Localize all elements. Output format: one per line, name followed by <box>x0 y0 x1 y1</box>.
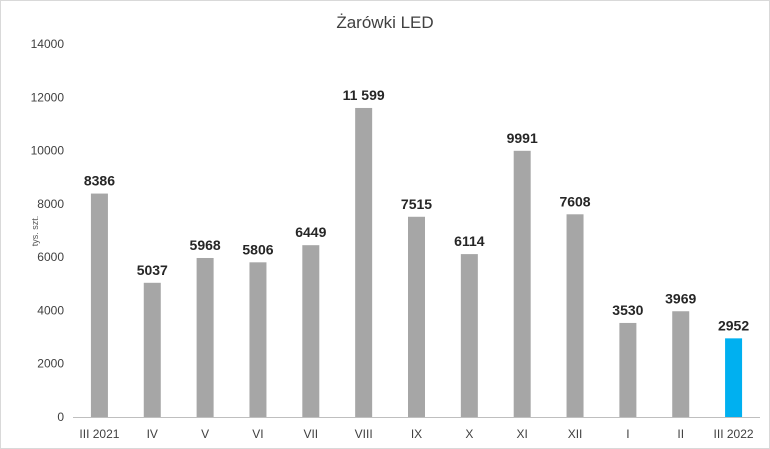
bar <box>619 322 637 417</box>
bar <box>196 257 214 417</box>
x-tick-label: V <box>201 427 209 441</box>
data-label: 6449 <box>295 224 326 240</box>
x-tick-label: IX <box>411 427 422 441</box>
bar <box>672 311 690 417</box>
data-label: 2952 <box>718 317 749 333</box>
data-label: 5806 <box>242 241 273 257</box>
data-label: 3530 <box>612 302 643 318</box>
data-label: 9991 <box>507 130 538 146</box>
x-tick-label: XII <box>568 427 583 441</box>
x-tick-label: III 2022 <box>714 427 754 441</box>
y-tick-label: 10000 <box>31 144 65 158</box>
y-tick-label: 2000 <box>37 357 64 371</box>
x-axis-ticks: III 2021 IV V VI VII VIII IX X XI XII I II III 2022 <box>79 427 754 441</box>
data-label: 7608 <box>559 193 590 209</box>
x-tick-label: VIII <box>355 427 373 441</box>
data-label: 5968 <box>190 237 221 253</box>
data-label: 3969 <box>665 290 696 306</box>
y-tick-label: 12000 <box>31 90 65 104</box>
data-label: 8386 <box>84 173 115 189</box>
x-tick-label: I <box>626 427 629 441</box>
y-axis-label: tys. szt. <box>30 216 40 247</box>
bar <box>249 262 267 417</box>
x-tick-label: XI <box>517 427 528 441</box>
bar <box>725 338 743 417</box>
x-tick-label: VI <box>252 427 263 441</box>
x-tick-label: IV <box>147 427 158 441</box>
bar <box>460 254 478 417</box>
bar <box>408 216 425 417</box>
bar <box>513 150 531 417</box>
chart-title: Żarówki LED <box>336 13 433 32</box>
x-tick-label: X <box>465 427 473 441</box>
x-tick-label: VII <box>303 427 318 441</box>
bar <box>355 107 373 418</box>
data-label: 6114 <box>454 233 485 249</box>
y-tick-label: 6000 <box>37 250 64 264</box>
y-tick-label: 4000 <box>37 303 64 317</box>
y-tick-label: 14000 <box>31 37 65 51</box>
x-tick-label: II <box>677 427 684 441</box>
data-label: 5037 <box>137 262 168 278</box>
bar <box>143 282 161 417</box>
bar <box>90 193 108 417</box>
bars-group <box>90 107 743 418</box>
data-labels-group: 8386 5037 5968 5806 6449 11 599 7515 6114 9991 76… <box>84 87 750 333</box>
y-tick-label: 8000 <box>37 197 64 211</box>
x-tick-label: III 2021 <box>79 427 119 441</box>
data-label: 7515 <box>401 196 432 212</box>
data-label: 11 599 <box>343 87 385 103</box>
y-axis-ticks: 0 2000 4000 6000 8000 10000 12000 14000 <box>31 37 65 424</box>
y-tick-label: 0 <box>57 410 64 424</box>
bar <box>302 245 320 417</box>
bar <box>566 214 584 417</box>
